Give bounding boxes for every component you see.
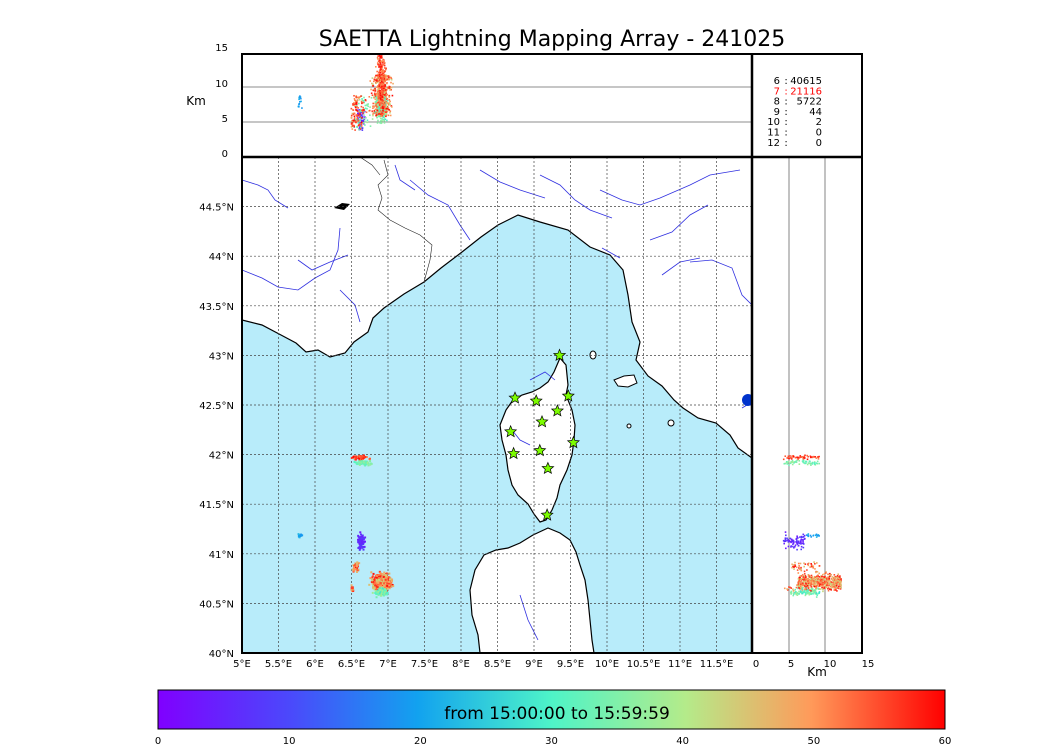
side-axis-label: Km — [807, 665, 827, 679]
side-tick-15: 15 — [862, 659, 875, 670]
giglio-island — [667, 419, 675, 427]
station-count-value: 21116 — [790, 86, 822, 97]
station-count-sep: : — [784, 128, 787, 139]
lat-tick-label: 41°N — [209, 550, 234, 561]
colorbar-tick-label: 50 — [807, 736, 820, 747]
side-scatter — [782, 454, 842, 598]
station-count-sep: : — [784, 97, 787, 108]
lon-tick-label: 7.5°E — [411, 659, 438, 670]
colorbar-tick-label: 0 — [155, 736, 161, 747]
lon-tick-label: 10.5°E — [627, 659, 661, 670]
rivers — [242, 164, 752, 641]
lon-tick-label: 11.5°E — [700, 659, 734, 670]
colorbar: from 15:00:00 to 15:59:59 0 10 20 30 40 50 60 — [155, 689, 952, 747]
station-count-n: 11 — [767, 128, 780, 139]
lon-tick-label: 5.5°E — [265, 659, 292, 670]
station-count-sep: : — [784, 117, 787, 128]
side-tick-0: 0 — [753, 659, 759, 670]
station-count-sep: : — [784, 138, 787, 149]
alt-tick-10: 10 — [215, 79, 228, 90]
alt-tick-15: 15 — [215, 43, 228, 54]
panel-frames — [241, 53, 863, 654]
lat-tick-label: 43°N — [209, 351, 234, 362]
lat-tick-label: 42.5°N — [199, 401, 234, 412]
station-star-icon — [535, 414, 549, 428]
station-star-icon — [566, 435, 580, 449]
country-borders — [359, 157, 433, 283]
side-tick-5: 5 — [788, 659, 794, 670]
colorbar-tick-label: 60 — [939, 736, 952, 747]
alt-tick-0: 0 — [222, 149, 228, 160]
colorbar-tick-label: 30 — [545, 736, 558, 747]
capraia-island — [589, 350, 597, 360]
lon-tick-label: 7°E — [379, 659, 397, 670]
figure-title: SAETTA Lightning Mapping Array - 241025 — [319, 27, 786, 52]
map-panel: 5°E 5.5°E 6°E 6.5°E 7°E 7.5°E 8°E 8.5°E 9°E 9.5°E… — [199, 157, 752, 670]
station-count-sep: : — [784, 86, 787, 97]
lon-tick-label: 11°E — [668, 659, 692, 670]
station-star-icon — [541, 461, 555, 475]
lon-tick-label: 6°E — [306, 659, 324, 670]
lon-tick-label: 6.5°E — [338, 659, 365, 670]
station-count-n: 12 — [767, 138, 780, 149]
lon-tick-label: 9.5°E — [557, 659, 584, 670]
lon-tick-label: 8°E — [452, 659, 470, 670]
lat-tick-label: 40.5°N — [199, 599, 234, 610]
station-star-icon — [529, 394, 543, 407]
station-star-icon — [552, 348, 567, 362]
lat-tick-label: 40°N — [209, 649, 234, 660]
station-star-icon — [550, 404, 564, 417]
station-star-icon — [507, 446, 521, 460]
side-tick-10: 10 — [824, 659, 837, 670]
station-count-n: 8 — [774, 97, 780, 108]
alt-tick-5: 5 — [222, 114, 228, 125]
montecristo-island — [626, 423, 632, 429]
sardinia-island — [469, 527, 595, 653]
lma-stations — [504, 348, 580, 521]
lon-tick-label: 8.5°E — [484, 659, 511, 670]
colorbar-label: from 15:00:00 to 15:59:59 — [444, 704, 670, 724]
station-count-value: 0 — [816, 128, 822, 139]
colorbar-tick-label: 40 — [676, 736, 689, 747]
altitude-axis-label: Km — [186, 94, 206, 108]
station-star-icon — [508, 391, 522, 404]
edge-marker — [742, 394, 752, 406]
lightning-scatter — [297, 454, 395, 599]
altitude-latitude-panel: 0 5 10 15 Km — [752, 157, 874, 679]
colorbar-tick-label: 20 — [414, 736, 427, 747]
map-graticule — [242, 157, 752, 653]
station-count-sep: : — [784, 76, 787, 87]
station-count-n: 6 — [774, 76, 780, 87]
corsica-island — [499, 356, 576, 523]
colorbar-tick-label: 10 — [283, 736, 296, 747]
station-count-n: 9 — [774, 107, 780, 118]
station-count-value: 40615 — [790, 76, 822, 87]
lat-tick-label: 43.5°N — [199, 302, 234, 313]
station-count-value: 0 — [816, 138, 822, 149]
lon-tick-label: 9°E — [525, 659, 543, 670]
lat-tick-label: 44.5°N — [199, 203, 234, 214]
station-count-sep: : — [784, 107, 787, 118]
station-star-icon — [561, 389, 575, 402]
lat-tick-label: 42°N — [209, 451, 234, 462]
lat-tick-label: 44°N — [209, 252, 234, 263]
sea — [242, 214, 752, 653]
station-count-n: 10 — [767, 117, 780, 128]
lat-tick-label: 41.5°N — [199, 500, 234, 511]
station-count-value: 44 — [809, 107, 822, 118]
lon-tick-label: 5°E — [233, 659, 251, 670]
altitude-scatter — [297, 54, 394, 131]
station-count-value: 5722 — [797, 97, 822, 108]
station-count-n: 7 — [774, 86, 780, 97]
station-star-icon — [540, 508, 554, 521]
station-star-icon — [533, 443, 547, 457]
lon-tick-label: 10°E — [595, 659, 619, 670]
elba-island — [613, 374, 638, 388]
station-count-value: 2 — [816, 117, 822, 128]
altitude-longitude-panel: Km 15 10 5 0 — [186, 43, 752, 160]
station-star-icon — [504, 424, 518, 438]
